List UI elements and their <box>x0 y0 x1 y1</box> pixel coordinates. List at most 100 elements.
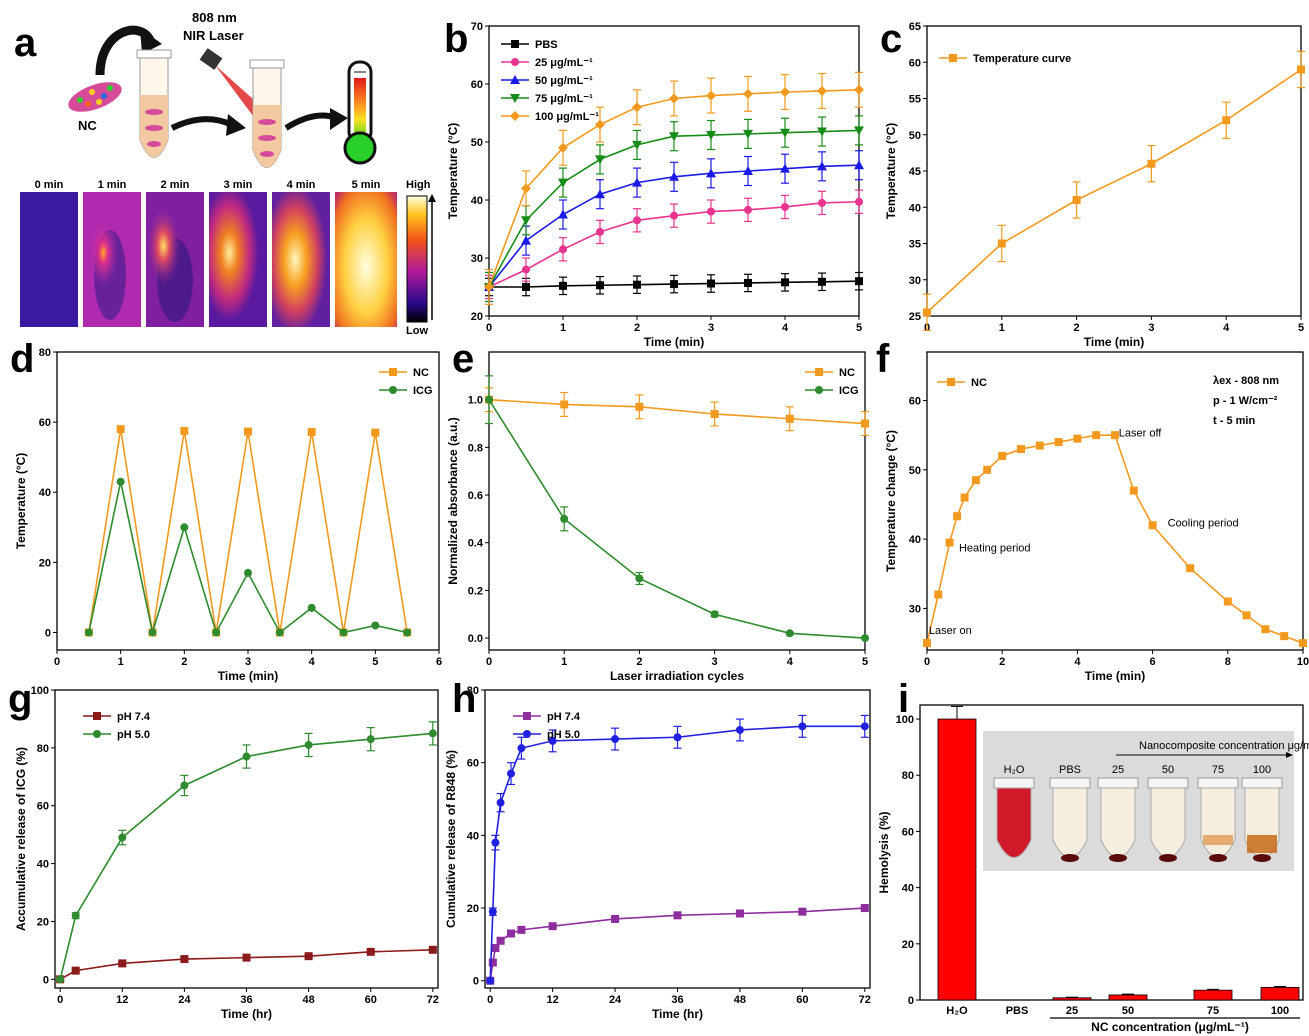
data-point <box>854 126 864 136</box>
thermal-time-label: 2 min <box>161 179 190 191</box>
x-tick-label: 0 <box>924 656 930 668</box>
tube-icon <box>136 49 172 158</box>
data-point <box>707 207 715 216</box>
thermometer-icon <box>343 60 377 165</box>
inset-tube-label: PBS <box>1059 764 1081 776</box>
panel-label-f: f <box>876 337 890 381</box>
y-axis-label: Accumulative release of ICG (%) <box>14 747 28 931</box>
y-tick-label: 30 <box>471 253 483 265</box>
thermal-time-label: 4 min <box>287 179 316 191</box>
nc-label: NC <box>78 118 97 133</box>
data-point <box>1092 431 1101 440</box>
inset-supernatant <box>1247 835 1277 853</box>
x-tick-label: 6 <box>436 656 442 668</box>
data-point <box>971 476 980 485</box>
data-point <box>983 465 992 474</box>
y-tick-label: 0 <box>43 974 49 986</box>
data-point <box>998 451 1007 460</box>
data-point <box>945 538 954 547</box>
data-point <box>93 730 101 738</box>
y-tick-label: 30 <box>909 275 921 287</box>
y-tick-label: 30 <box>909 603 921 615</box>
data-point <box>558 142 568 153</box>
data-point <box>735 725 744 734</box>
y-tick-label: 40 <box>902 883 914 895</box>
x-tick-label: 2 <box>636 656 642 668</box>
x-tick-label: 60 <box>796 994 808 1006</box>
x-tick-label: 24 <box>609 994 622 1006</box>
data-point <box>815 386 823 394</box>
series-line <box>59 732 433 980</box>
data-point <box>669 171 679 181</box>
data-point <box>510 75 520 84</box>
y-axis-label: Cumulative release of R848 (%) <box>444 750 458 928</box>
x-axis-label: Time (hr) <box>221 1007 272 1021</box>
y-tick-label: 0.8 <box>468 442 483 454</box>
x-category-label: 75 <box>1207 1005 1219 1017</box>
data-point <box>521 235 531 245</box>
bar <box>1260 986 1300 1001</box>
data-point <box>949 54 957 62</box>
legend-label: pH 7.4 <box>547 711 581 723</box>
data-point <box>595 155 605 165</box>
data-point <box>71 911 80 920</box>
x-tick-label: 1 <box>560 322 566 334</box>
inset-tube <box>996 787 1032 858</box>
data-point <box>710 610 719 619</box>
data-point <box>744 278 752 287</box>
chart-panel-g: 0 12 24 36 48 60 72 0 20 40 60 80 100 Time (hr) Accumu… <box>14 685 439 1021</box>
legend-label: NC <box>971 377 987 389</box>
series-line <box>59 949 433 981</box>
data-point <box>855 277 863 286</box>
y-tick-label: 20 <box>467 903 479 915</box>
y-tick-label: 0.6 <box>468 490 483 502</box>
data-point <box>242 953 251 962</box>
panel-label-g: g <box>8 677 32 721</box>
data-point <box>1261 625 1270 634</box>
x-tick-label: 4 <box>1074 656 1081 668</box>
panel-label-c: c <box>880 17 902 61</box>
data-point <box>339 628 348 637</box>
thermal-image-4 <box>272 192 330 327</box>
data-point <box>304 952 313 961</box>
data-point <box>923 639 931 648</box>
annotation-laser-on: Laser on <box>929 625 972 637</box>
annotation-laser-off: Laser off <box>1119 428 1163 440</box>
data-point <box>743 129 753 139</box>
data-point <box>559 245 567 254</box>
y-tick-label: 100 <box>896 714 914 726</box>
panel-label-i: i <box>898 677 909 721</box>
data-point <box>180 955 189 964</box>
data-point <box>785 629 794 638</box>
x-tick-label: 8 <box>1225 656 1231 668</box>
x-tick-label: 4 <box>782 322 789 334</box>
data-point <box>1073 434 1082 443</box>
data-point <box>488 958 497 967</box>
x-tick-label: 36 <box>240 994 252 1006</box>
data-point <box>510 94 520 103</box>
data-point <box>212 628 221 637</box>
data-point <box>743 88 753 99</box>
legend-label: 100 μg/mL⁻¹ <box>535 111 599 123</box>
inset-tube <box>1100 787 1136 858</box>
data-point <box>923 308 931 317</box>
laser-icon <box>199 48 223 70</box>
inset-tube-cap <box>1049 777 1091 789</box>
data-point <box>798 907 807 916</box>
y-tick-label: 60 <box>467 758 479 770</box>
x-tick-label: 5 <box>856 322 862 334</box>
legend-label: ICG <box>839 385 859 397</box>
y-tick-label: 60 <box>902 826 914 838</box>
thermal-images: 0 min 1 min 2 min 3 min 4 min 5 min High Low <box>20 179 436 337</box>
x-tick-label: 3 <box>708 322 714 334</box>
data-point <box>818 277 826 286</box>
y-tick-label: 40 <box>467 830 479 842</box>
x-axis-label: Time (min) <box>1084 335 1144 349</box>
x-category-label: PBS <box>1006 1005 1029 1017</box>
y-tick-label: 20 <box>902 939 914 951</box>
x-axis-label: Time (min) <box>644 335 704 349</box>
data-point <box>389 368 397 376</box>
colorbar-low: Low <box>406 325 428 337</box>
data-point <box>1222 116 1231 125</box>
y-tick-label: 35 <box>909 239 921 251</box>
